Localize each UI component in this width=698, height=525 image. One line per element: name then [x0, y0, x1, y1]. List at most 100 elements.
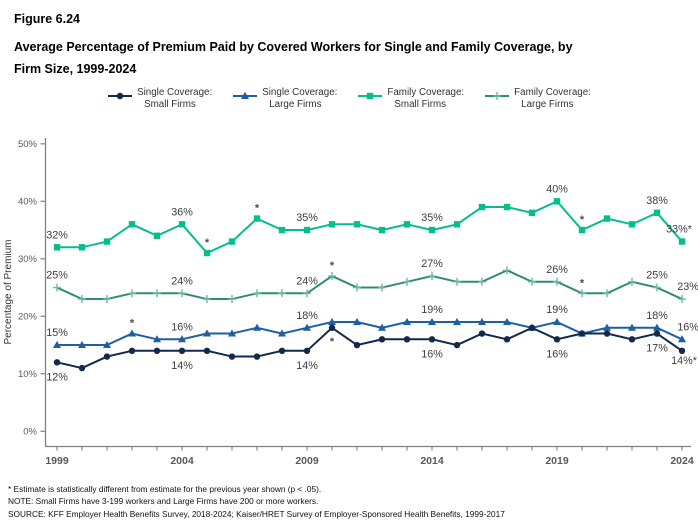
data-point [353, 283, 361, 292]
data-point [553, 277, 561, 286]
data-point [603, 323, 611, 331]
legend-marker-square-icon [358, 92, 383, 100]
legend: Single Coverage: Small Firms Single Covera… [0, 87, 698, 110]
data-label: 33%* [666, 224, 693, 236]
data-point [78, 364, 86, 372]
data-point [378, 283, 386, 292]
data-point [328, 221, 336, 228]
data-point [328, 317, 336, 326]
data-label: 25% [646, 270, 668, 282]
data-point [303, 226, 311, 234]
data-point [78, 295, 86, 304]
data-point [253, 289, 261, 298]
data-point [128, 221, 136, 228]
data-point [241, 91, 250, 99]
chart-title: Average Percentage of Premium Paid by Co… [14, 36, 686, 80]
data-point [678, 238, 686, 245]
data-labels: 32% 25% 15% 12% 36% 24% 16% 14% 35% 24% 18% 14% 35% 2… [46, 183, 698, 383]
data-point [203, 249, 211, 257]
data-point [553, 336, 561, 343]
data-point [628, 323, 636, 331]
asterisk-marker: * [580, 214, 585, 226]
data-point [203, 329, 211, 337]
data-point [253, 323, 261, 331]
data-label: 27% [421, 258, 443, 270]
data-point [353, 317, 361, 326]
data-point [653, 209, 661, 216]
data-point [278, 289, 286, 298]
data-label: 32% [46, 229, 68, 241]
data-point [603, 289, 611, 298]
series-family-coverage-small-firms [53, 198, 686, 257]
data-point [153, 347, 161, 354]
data-label: 36% [171, 206, 193, 218]
data-point [628, 221, 636, 228]
data-point [503, 317, 511, 326]
data-point [453, 317, 461, 326]
data-label: 26% [546, 264, 568, 276]
data-point [303, 323, 311, 331]
svg-text:30%: 30% [18, 254, 38, 265]
data-point [153, 335, 161, 343]
data-point [178, 221, 186, 228]
data-label: 16% [171, 321, 193, 333]
data-point [203, 295, 211, 304]
legend-label-line1: Family Coverage: [387, 87, 465, 98]
series-family-coverage-large-firms [53, 266, 686, 304]
legend-label-line2: Large Firms [269, 98, 322, 110]
data-point [178, 347, 186, 354]
data-label: 18% [646, 310, 668, 322]
data-point [103, 340, 111, 349]
data-label: 35% [296, 212, 318, 224]
data-point [428, 317, 436, 326]
data-label: 14% [171, 360, 193, 372]
asterisk-marker: * [580, 277, 585, 289]
data-point [528, 277, 536, 286]
data-point [403, 317, 411, 326]
legend-item: Single Coverage: Large Firms [232, 87, 337, 110]
svg-text:2024: 2024 [670, 455, 694, 467]
legend-item: Family Coverage: Large Firms [484, 87, 591, 110]
data-point [403, 221, 411, 228]
data-label: 12% [46, 371, 68, 383]
data-point [178, 335, 186, 343]
data-point [553, 317, 561, 326]
data-label: 24% [296, 275, 318, 287]
asterisk-marker: * [330, 260, 335, 272]
data-label: 17% [646, 343, 668, 355]
data-point [278, 329, 286, 337]
footnote-note: NOTE: Small Firms have 3-199 workers and… [8, 496, 319, 507]
data-point [153, 289, 161, 298]
data-point [478, 317, 486, 326]
data-point [378, 336, 386, 343]
asterisk-marker: * [255, 203, 260, 215]
svg-text:0%: 0% [23, 427, 37, 438]
chart-title-line1: Average Percentage of Premium Paid by Co… [14, 40, 573, 54]
data-point [503, 266, 511, 275]
data-point [403, 336, 411, 343]
data-point [78, 244, 86, 251]
data-label: 16% [677, 321, 698, 333]
y-axis: 0% 10% 20% 30% 40% 50% Percentage of Premium [3, 138, 47, 447]
data-point [253, 215, 261, 222]
svg-text:2014: 2014 [420, 455, 444, 467]
data-point [378, 226, 386, 234]
data-point [53, 340, 61, 349]
data-point [328, 324, 336, 331]
data-point [203, 347, 211, 354]
asterisk-marker: * [205, 237, 210, 249]
svg-text:2004: 2004 [170, 455, 194, 467]
footnote-source: SOURCE: KFF Employer Health Benefits Sur… [8, 508, 505, 519]
data-point [228, 295, 236, 304]
significance-asterisks: * * * * * * * [130, 203, 585, 348]
data-label: 23% [677, 281, 698, 293]
data-label: 15% [46, 327, 68, 339]
data-label: 19% [421, 304, 443, 316]
data-point [653, 323, 661, 331]
data-label: 16% [546, 348, 568, 360]
svg-text:20%: 20% [18, 312, 38, 323]
data-point [578, 289, 586, 298]
data-point [128, 329, 136, 337]
footnote-significance: * Estimate is statistically different fr… [8, 484, 322, 494]
data-point [353, 221, 361, 228]
